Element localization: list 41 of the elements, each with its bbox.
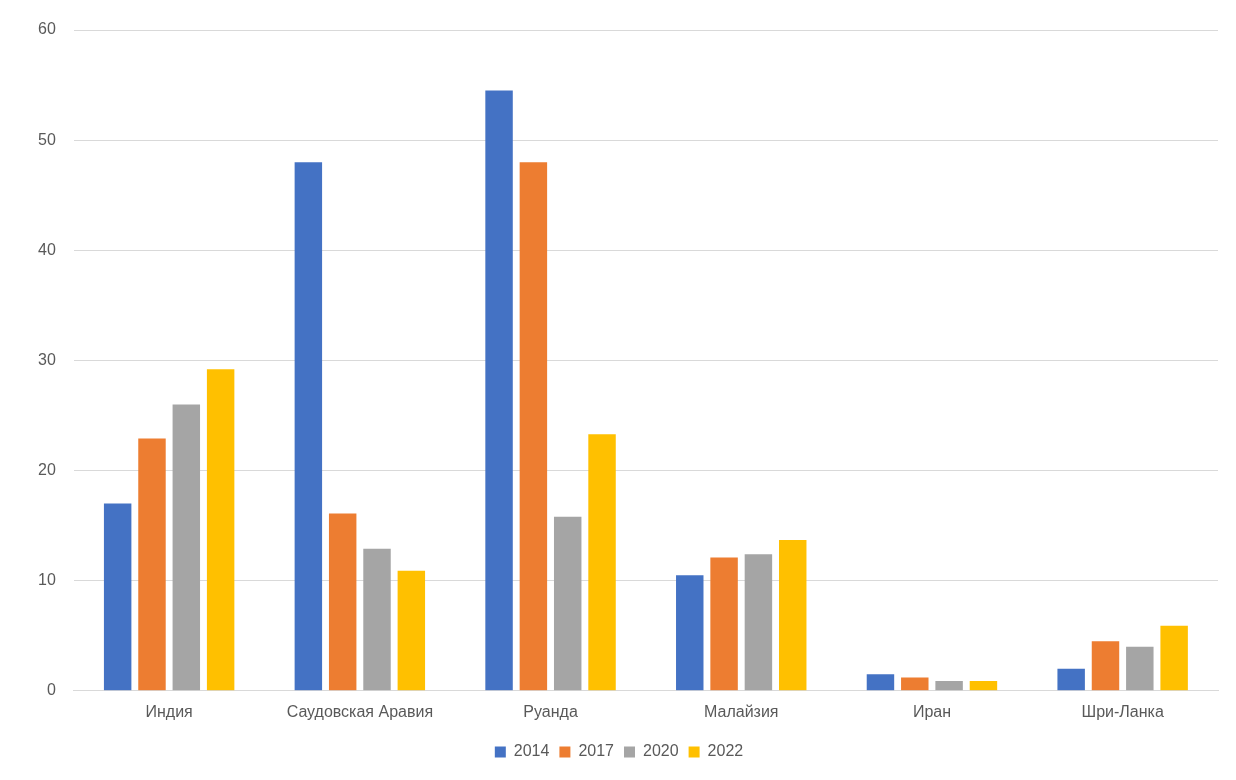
x-tick-label: Иран (912, 702, 952, 720)
bar (206, 369, 235, 691)
bar (397, 570, 426, 691)
bar (1057, 668, 1085, 691)
bar (710, 557, 738, 691)
bar (969, 680, 998, 691)
bar (138, 438, 166, 691)
y-tick-label: 60 (38, 20, 56, 38)
x-tick-label: Малайзия (703, 702, 779, 720)
bar (103, 503, 132, 691)
y-tick-label: 20 (38, 460, 56, 478)
y-tick-label: 50 (38, 130, 56, 148)
bar (935, 680, 963, 691)
bar (553, 516, 582, 691)
bar (1091, 641, 1120, 691)
x-tick-label: Руанда (523, 702, 578, 720)
bar (294, 162, 323, 691)
bar (1126, 646, 1154, 691)
bar (485, 90, 513, 691)
y-tick-label: 40 (38, 240, 56, 258)
bar (779, 539, 807, 691)
x-tick-label: Саудовская Аравия (286, 702, 434, 720)
legend-label: 2020 (643, 742, 679, 760)
bar (328, 513, 357, 691)
bar (744, 554, 773, 691)
bar (1160, 625, 1188, 691)
x-tick-label: Индия (145, 702, 193, 720)
bar (866, 674, 895, 691)
legend-label: 2017 (578, 742, 615, 760)
bar (588, 434, 616, 691)
x-tick-label: Шри-Ланка (1081, 702, 1164, 720)
bar (172, 404, 201, 691)
bar (676, 575, 704, 691)
y-tick-label: 0 (46, 681, 56, 699)
y-tick-label: 30 (38, 350, 56, 368)
legend-label: 2014 (513, 742, 550, 760)
bar (519, 162, 548, 691)
legend-label: 2022 (707, 742, 744, 760)
bar (901, 677, 929, 691)
y-tick-label: 10 (38, 571, 56, 589)
bar (363, 548, 391, 691)
